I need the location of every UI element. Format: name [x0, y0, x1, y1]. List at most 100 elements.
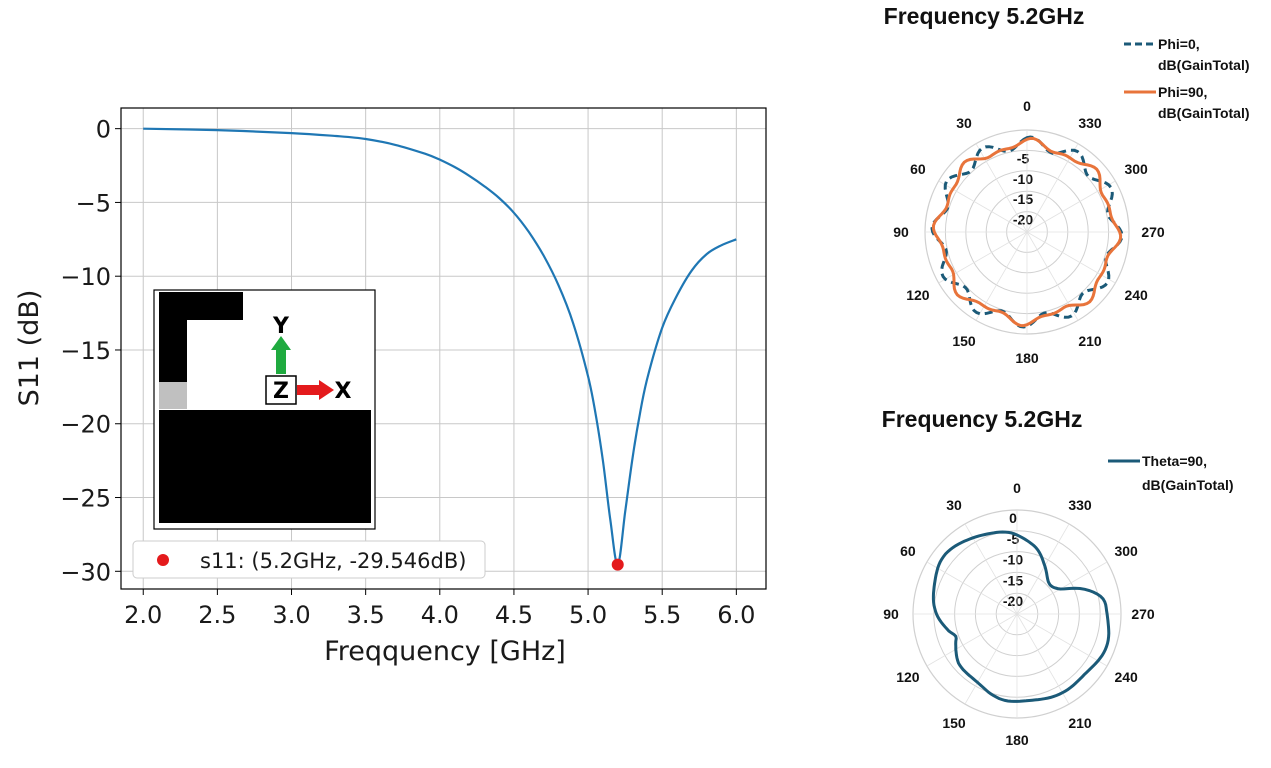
antenna-vertical-strip [159, 292, 187, 382]
phi90-legend-line1: Phi=90, [1158, 84, 1207, 100]
s11-legend: s11: (5.2GHz, -29.546dB) [132, 540, 486, 579]
polar2-radial-label: -10 [1003, 552, 1023, 568]
polar2-radial-label: 0 [1009, 510, 1017, 526]
polar-chart-phi: Frequency 5.2GHz -5 -10 -15 -20 0 30 60 90 120 15… [884, 3, 1250, 366]
polar2-radial-label: -15 [1003, 572, 1023, 588]
polar2-angle-label: 150 [942, 715, 966, 731]
s11-x-tick-label: 3.0 [272, 601, 310, 629]
polar1-angle-label: 120 [906, 287, 930, 303]
polar1-series-0 [930, 135, 1124, 329]
polar2-spoke [1016, 613, 1108, 667]
s11-x-tick-label: 4.5 [495, 601, 533, 629]
polar2-series-0 [931, 530, 1111, 703]
x-axis-label: X [335, 379, 352, 404]
polar1-angle-label: 240 [1124, 287, 1148, 303]
polar1-spoke [1026, 231, 1079, 321]
polar1-angle-label: 0 [1023, 98, 1031, 114]
polar1-angle-label: 270 [1141, 224, 1165, 240]
polar2-title: Frequency 5.2GHz [882, 406, 1083, 432]
polar2-grid: 0-5-10-15-200306090120150180210240270300… [883, 480, 1155, 748]
y-arrow-head [271, 336, 291, 350]
s11-legend-box [132, 540, 486, 579]
polar1-radial-label: -5 [1017, 150, 1030, 166]
s11-y-tick-label: −15 [60, 337, 111, 365]
polar2-spoke [926, 613, 1018, 667]
polar2-spoke [926, 561, 1018, 615]
s11-y-tick-label: −30 [60, 558, 111, 586]
axes-triad: Z Y X [265, 314, 352, 405]
z-axis-label: Z [273, 379, 289, 404]
s11-y-axis-label: S11 (dB) [14, 290, 45, 407]
s11-plot-frame [120, 107, 767, 590]
polar2-angle-label: 180 [1005, 732, 1029, 748]
polar2-legend: Theta=90, dB(GainTotal) [1108, 453, 1234, 493]
phi0-legend-line1: Phi=0, [1158, 36, 1200, 52]
polar2-angle-label: 0 [1013, 480, 1021, 496]
s11-y-tick-label: −5 [76, 189, 111, 217]
s11-y-tick-label: −10 [60, 263, 111, 291]
polar2-angle-label: 120 [896, 669, 920, 685]
antenna-ground-plane [159, 410, 371, 523]
polar2-angle-label: 210 [1068, 715, 1092, 731]
theta90-legend-line2: dB(GainTotal) [1142, 477, 1234, 493]
polar1-spoke [1026, 180, 1116, 233]
polar1-legend: Phi=0, dB(GainTotal) Phi=90, dB(GainTota… [1124, 36, 1250, 121]
polar2-angle-label: 240 [1114, 669, 1138, 685]
s11-x-tick-label: 2.0 [124, 601, 162, 629]
polar2-series [931, 530, 1111, 703]
polar1-angle-label: 30 [956, 115, 972, 131]
polar1-series [930, 135, 1124, 329]
s11-tick-labels: 2.0 2.5 3.0 3.5 4.0 4.5 5.0 5.5 6.0 0 −5 −10 −15 −20 −… [60, 116, 755, 629]
polar2-spoke [1016, 523, 1070, 615]
polar2-spoke [1016, 613, 1070, 705]
polar1-radial-label: -20 [1013, 212, 1033, 228]
s11-legend-label: s11: (5.2GHz, -29.546dB) [200, 549, 466, 573]
polar1-angle-label: 300 [1124, 161, 1148, 177]
theta90-legend-line1: Theta=90, [1142, 453, 1207, 469]
polar1-angle-label: 210 [1078, 333, 1102, 349]
polar-chart-theta: Frequency 5.2GHz 0-5-10-15-2003060901201… [882, 406, 1234, 748]
polar1-radial-label: -15 [1013, 191, 1033, 207]
polar1-radial-label: -10 [1013, 171, 1033, 187]
polar1-grid: -5 -10 -15 -20 0 30 60 90 120 150 180 210 240 270 300 3… [893, 98, 1165, 366]
antenna-feed [159, 382, 187, 409]
polar1-spoke [938, 231, 1028, 284]
y-axis-label: Y [272, 314, 290, 339]
s11-x-tick-label: 2.5 [198, 601, 236, 629]
polar2-angle-label: 60 [900, 543, 916, 559]
polar1-angle-label: 90 [893, 224, 909, 240]
polar1-angle-label: 330 [1078, 115, 1102, 131]
phi90-legend-line2: dB(GainTotal) [1158, 105, 1250, 121]
s11-y-tick-label: −20 [60, 411, 111, 439]
s11-min-marker [611, 558, 624, 571]
polar2-spoke [964, 613, 1018, 705]
polar2-radial-label: -20 [1003, 593, 1023, 609]
s11-x-axis-label: Freqquency [GHz] [324, 636, 566, 667]
phi0-legend-line2: dB(GainTotal) [1158, 57, 1250, 73]
antenna-inset: Z Y X [153, 289, 376, 530]
z-axis-box [265, 375, 297, 405]
polar1-angle-label: 150 [952, 333, 976, 349]
polar2-angle-label: 300 [1114, 543, 1138, 559]
s11-chart: 2.0 2.5 3.0 3.5 4.0 4.5 5.0 5.5 6.0 0 −5 −10 −15 −20 −… [14, 107, 767, 667]
polar2-angle-label: 90 [883, 606, 899, 622]
s11-x-tick-label: 5.5 [643, 601, 681, 629]
polar2-angle-label: 330 [1068, 497, 1092, 513]
y-arrow-shaft [276, 348, 286, 374]
s11-x-tick-label: 5.0 [569, 601, 607, 629]
polar1-title: Frequency 5.2GHz [884, 3, 1085, 29]
s11-x-tick-label: 4.0 [421, 601, 459, 629]
s11-y-tick-label: −25 [60, 485, 111, 513]
s11-y-tick-label: 0 [96, 116, 111, 144]
polar2-angle-label: 270 [1131, 606, 1155, 622]
s11-legend-marker [157, 554, 169, 566]
s11-x-tick-label: 3.5 [347, 601, 385, 629]
polar1-angle-label: 60 [910, 161, 926, 177]
x-arrow-shaft [297, 385, 321, 395]
s11-line [143, 127, 737, 566]
x-arrow-head [319, 380, 334, 400]
polar2-angle-label: 30 [946, 497, 962, 513]
polar1-series-1 [931, 136, 1123, 328]
polar1-angle-label: 180 [1015, 350, 1039, 366]
